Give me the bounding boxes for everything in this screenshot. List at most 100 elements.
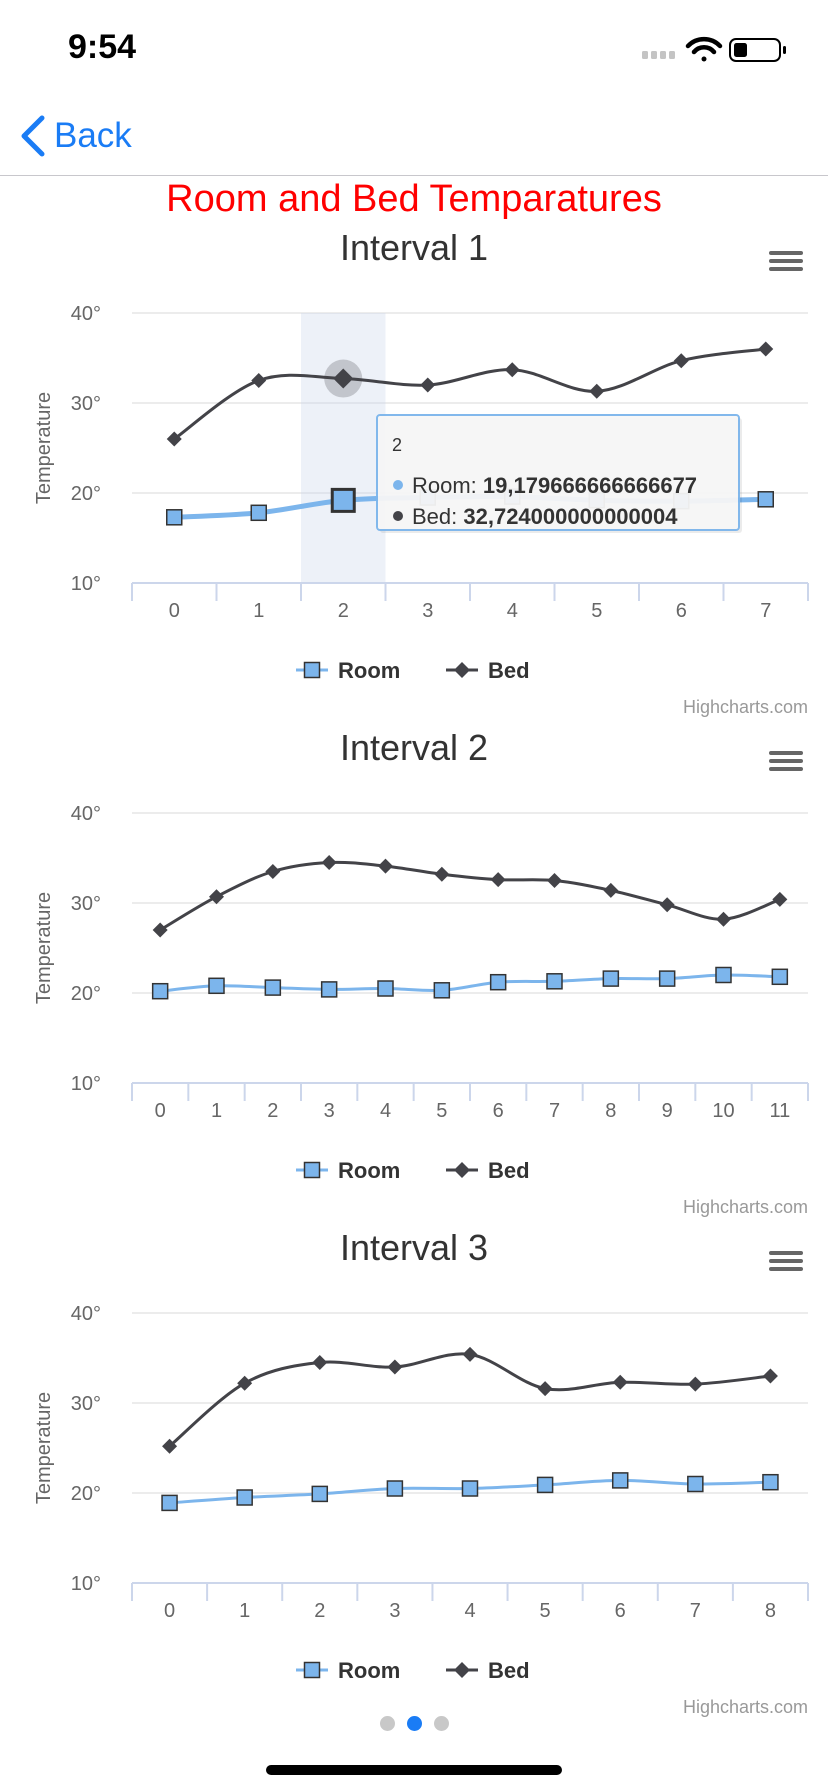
x-tick-label: 8 <box>605 1100 616 1122</box>
bed-point <box>612 1374 628 1390</box>
x-tick-label: 4 <box>380 1100 391 1122</box>
legend: Room Bed <box>296 658 530 683</box>
room-point <box>250 504 267 522</box>
bed-point <box>758 341 774 357</box>
page-dot[interactable] <box>433 1716 449 1731</box>
legend-room-marker <box>303 661 321 679</box>
x-tick-label: 5 <box>591 600 602 622</box>
legend-bed-marker <box>454 1662 470 1678</box>
page-dot[interactable] <box>379 1716 395 1731</box>
legend-room-label: Room <box>338 1658 400 1683</box>
room-point <box>330 487 356 513</box>
wifi-icon <box>685 36 723 62</box>
room-point <box>433 982 451 999</box>
y-tick-label: 10° <box>71 1573 101 1595</box>
room-point <box>264 979 282 996</box>
legend: Room Bed <box>296 1658 530 1683</box>
legend-item-bed[interactable]: Bed <box>446 1158 530 1183</box>
y-tick-label: 30° <box>71 1393 101 1415</box>
bed-point <box>537 1381 553 1397</box>
page-indicator[interactable] <box>0 1716 828 1731</box>
tooltip: 2 Room: 19,179666666666677 Bed: 32,7240000… <box>376 414 742 533</box>
room-point <box>151 982 169 1000</box>
y-tick-label: 40° <box>71 303 101 325</box>
hamburger-menu-icon[interactable] <box>769 751 803 771</box>
hamburger-menu-icon[interactable] <box>769 251 803 271</box>
chevron-left-icon <box>21 115 45 157</box>
tooltip-bed-dot <box>393 511 403 521</box>
bed-point <box>420 377 436 393</box>
bed-point <box>387 1359 403 1375</box>
bed-point <box>434 866 450 882</box>
series-line-bed <box>168 1352 771 1448</box>
chart-title: Interval 3 <box>340 1227 488 1268</box>
x-tick-label: 5 <box>540 1600 551 1622</box>
hover-band <box>301 313 386 583</box>
bed-point <box>152 922 168 938</box>
bed-point <box>251 373 267 388</box>
legend: Room Bed <box>296 1158 530 1183</box>
bed-point <box>504 362 520 378</box>
legend-item-room[interactable]: Room <box>296 1658 400 1683</box>
bed-point <box>209 889 224 905</box>
back-button[interactable]: Back <box>18 110 132 162</box>
room-point <box>611 1472 629 1489</box>
page-dot[interactable] <box>406 1716 422 1731</box>
legend-bed-label: Bed <box>488 1158 530 1183</box>
bed-point <box>321 855 337 870</box>
status-time: 9:54 <box>68 28 137 66</box>
chart-interval-2: Interval 2 Temperature 10° 20° 30° 40° 0 1 2 3 4 5 6… <box>33 727 809 1217</box>
x-tick-label: 0 <box>155 1100 166 1122</box>
legend-item-room[interactable]: Room <box>296 658 400 683</box>
legend-bed-marker <box>454 662 470 678</box>
x-tick-label: 3 <box>324 1100 335 1122</box>
home-indicator[interactable] <box>266 1765 562 1775</box>
status-icons <box>622 34 792 71</box>
bed-point <box>162 1438 178 1454</box>
x-tick-label: 7 <box>690 1600 701 1622</box>
chart-title: Interval 1 <box>340 227 488 268</box>
tooltip-room-dot <box>393 480 403 490</box>
y-axis-label: Temperature <box>33 1392 55 1504</box>
bed-point <box>312 1355 328 1370</box>
navigation-bar: Back <box>0 100 828 176</box>
y-tick-label: 20° <box>71 483 101 505</box>
x-tick-label: 5 <box>436 1100 447 1122</box>
x-tick-label: 0 <box>164 1600 175 1622</box>
room-point <box>166 509 183 526</box>
x-tick-label: 1 <box>211 1100 222 1122</box>
legend-item-room[interactable]: Room <box>296 1158 400 1183</box>
bed-point <box>772 891 788 907</box>
x-tick-label: 9 <box>662 1100 673 1122</box>
room-point <box>658 970 676 987</box>
room-point <box>757 491 774 508</box>
x-tick-label: 4 <box>507 600 518 622</box>
room-point <box>602 970 620 987</box>
credits-link[interactable]: Highcharts.com <box>683 697 808 717</box>
credits-link[interactable]: Highcharts.com <box>683 1697 808 1717</box>
y-tick-label: 20° <box>71 1483 101 1505</box>
bed-point <box>378 858 393 874</box>
bed-point <box>490 872 506 888</box>
legend-item-bed[interactable]: Bed <box>446 1658 530 1683</box>
room-point <box>687 1475 704 1493</box>
bed-point <box>547 873 562 888</box>
room-point <box>762 1473 779 1491</box>
status-bar: 9:54 <box>0 0 828 100</box>
x-tick-label: 2 <box>338 600 349 622</box>
page-title: Room and Bed Temparatures <box>166 178 662 220</box>
x-tick-label: 11 <box>769 1100 790 1122</box>
room-point <box>377 980 394 997</box>
legend-room-marker <box>303 1161 321 1179</box>
bed-point <box>762 1368 778 1384</box>
bed-point <box>603 882 619 898</box>
credits-link[interactable]: Highcharts.com <box>683 1197 808 1217</box>
legend-item-bed[interactable]: Bed <box>446 658 530 683</box>
hamburger-menu-icon[interactable] <box>769 1251 803 1271</box>
legend-bed-label: Bed <box>488 1658 530 1683</box>
x-tick-label: 1 <box>253 600 264 622</box>
room-point <box>208 977 225 995</box>
room-point <box>311 1485 329 1503</box>
series-line-bed <box>159 860 781 932</box>
legend-room-marker <box>303 1661 321 1679</box>
